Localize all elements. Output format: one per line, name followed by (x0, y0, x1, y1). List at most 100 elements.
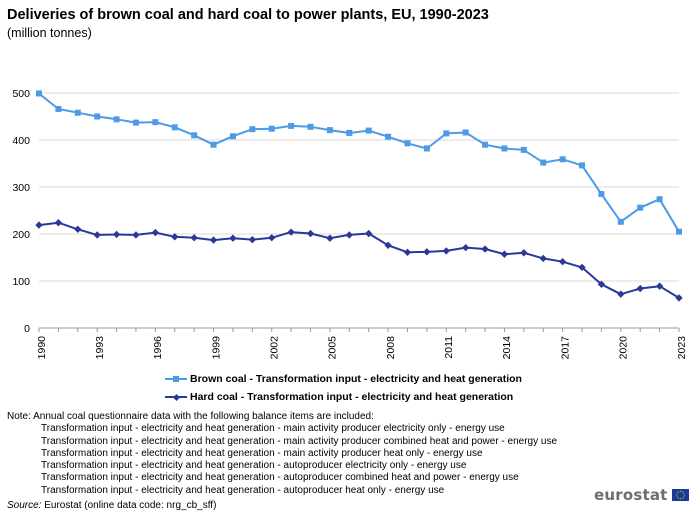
data-point-hard-coal (520, 249, 528, 257)
data-point-hard-coal (539, 254, 547, 263)
eu-flag-star (682, 496, 684, 498)
eu-flag-star (675, 494, 677, 496)
data-point-hard-coal (151, 228, 160, 237)
data-point-hard-coal (268, 234, 276, 242)
data-point-hard-coal (442, 247, 450, 255)
data-point-hard-coal (54, 219, 63, 227)
eu-flag-icon (671, 489, 689, 501)
data-point-hard-coal (35, 221, 43, 229)
legend-swatch-hard-coal (165, 392, 187, 402)
data-point-hard-coal (675, 294, 683, 302)
eu-flag-star (679, 490, 681, 492)
data-point-hard-coal (384, 241, 392, 249)
data-point-hard-coal (655, 282, 664, 290)
data-point-brown-coal (171, 124, 178, 131)
data-point-brown-coal (520, 146, 527, 153)
source-label: Source: (7, 500, 42, 511)
data-point-brown-coal (598, 191, 605, 198)
line-chart: 0 100 200 300 400 500 1990 1993 1996 1999 2002 2005… (12, 88, 688, 360)
data-point-brown-coal (94, 113, 101, 120)
data-point-hard-coal (112, 230, 121, 239)
y-tick-label: 400 (12, 135, 30, 147)
data-point-hard-coal (132, 231, 140, 239)
data-point-hard-coal (636, 284, 644, 293)
data-point-brown-coal (656, 196, 663, 203)
data-point-hard-coal (74, 225, 82, 233)
data-point-hard-coal (365, 229, 373, 238)
data-point-brown-coal (132, 119, 139, 126)
data-point-brown-coal (462, 129, 469, 136)
data-point-brown-coal (210, 141, 217, 148)
data-point-brown-coal (307, 123, 314, 130)
y-tick-label: 200 (12, 229, 30, 241)
data-point-brown-coal (579, 162, 586, 169)
data-point-hard-coal (578, 263, 586, 272)
y-tick-label: 500 (12, 88, 30, 100)
data-point-hard-coal (597, 280, 606, 288)
x-tick-label: 1990 (36, 336, 48, 360)
note-item: Transformation input - electricity and h… (41, 447, 483, 459)
data-point-hard-coal (461, 243, 470, 252)
data-point-hard-coal (326, 234, 334, 242)
eurostat-wordmark: eurostat (594, 486, 668, 504)
data-point-brown-coal (288, 122, 295, 129)
data-point-brown-coal (229, 133, 236, 140)
note-item: Transformation input - electricity and h… (41, 484, 445, 496)
legend-swatch-brown-coal (165, 374, 187, 384)
chart-note: Note: Annual coal questionnaire data wit… (7, 411, 557, 497)
note-heading: Note: Annual coal questionnaire data wit… (7, 411, 374, 422)
series-line-hard-coal (38, 221, 680, 299)
data-point-brown-coal (326, 127, 333, 134)
y-tick-label: 100 (12, 276, 30, 288)
x-tick-label: 2011 (443, 336, 455, 359)
data-point-brown-coal (268, 125, 275, 132)
data-point-hard-coal (209, 236, 218, 244)
data-point-brown-coal (482, 141, 489, 148)
data-point-brown-coal (559, 156, 566, 163)
data-point-brown-coal (617, 218, 624, 225)
data-point-hard-coal (248, 235, 257, 244)
x-tick-label: 2005 (327, 336, 339, 360)
data-point-brown-coal (152, 119, 159, 126)
x-tick-label: 2014 (501, 336, 513, 360)
data-point-brown-coal (249, 126, 256, 133)
data-point-hard-coal (403, 248, 412, 257)
x-tick-label: 2017 (559, 336, 571, 360)
data-point-brown-coal (346, 129, 353, 136)
x-tick-label: 2020 (618, 336, 630, 360)
data-point-brown-coal (540, 159, 547, 166)
legend-item-brown-coal[interactable]: Brown coal - Transformation input - elec… (165, 373, 522, 385)
eu-flag-star (682, 492, 684, 494)
data-point-hard-coal (93, 231, 101, 239)
data-point-hard-coal (229, 234, 237, 242)
legend-label-hard-coal: Hard coal - Transformation input - elect… (190, 391, 514, 403)
source-text: Eurostat (online data code: nrg_cb_sff) (44, 500, 217, 511)
data-point-brown-coal (501, 145, 508, 152)
x-tick-label: 2023 (676, 336, 688, 360)
note-item: Transformation input - electricity and h… (41, 460, 467, 472)
data-point-brown-coal (637, 204, 644, 211)
data-point-hard-coal (617, 290, 625, 298)
eu-flag-star (679, 498, 681, 500)
y-tick-label: 300 (12, 182, 30, 194)
data-point-hard-coal (423, 248, 431, 256)
legend-item-hard-coal[interactable]: Hard coal - Transformation input - elect… (165, 391, 513, 403)
data-point-hard-coal (558, 258, 567, 266)
data-point-hard-coal (190, 234, 198, 242)
data-point-hard-coal (287, 228, 295, 236)
data-point-hard-coal (481, 245, 489, 253)
eu-flag-star (681, 491, 683, 493)
eu-flag-star (683, 494, 685, 496)
chart-title: Deliveries of brown coal and hard coal t… (7, 7, 489, 23)
data-point-brown-coal (191, 132, 198, 139)
eu-flag-star (676, 492, 678, 494)
eu-flag-star (677, 491, 679, 493)
x-tick-label: 1999 (210, 336, 222, 360)
series-line-brown-coal (38, 92, 680, 233)
data-point-brown-coal (74, 109, 81, 116)
data-point-hard-coal (345, 231, 353, 239)
data-point-hard-coal (500, 250, 509, 258)
x-tick-label: 2002 (269, 336, 281, 360)
x-tick-label: 1996 (152, 336, 164, 360)
note-item: Transformation input - electricity and h… (41, 423, 505, 435)
